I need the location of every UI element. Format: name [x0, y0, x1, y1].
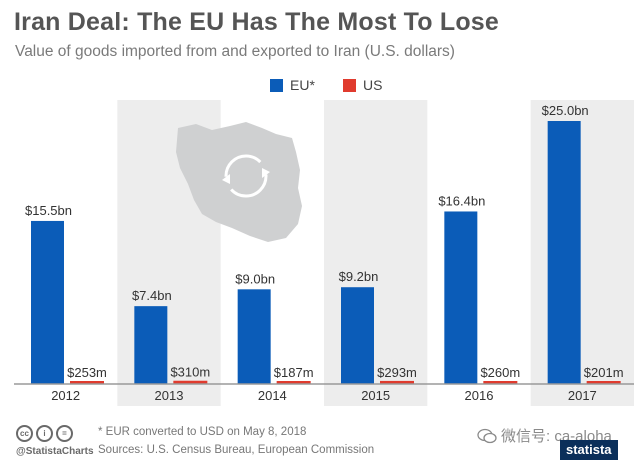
bar-eu-2017: [547, 121, 581, 384]
no-derivatives-icon: =: [56, 425, 73, 442]
data-label-us-2013: $310m: [170, 365, 210, 380]
x-tick-2014: 2014: [258, 388, 287, 403]
x-tick-2015: 2015: [361, 388, 390, 403]
bar-us-2016: [483, 381, 518, 384]
statista-logo[interactable]: statista: [560, 440, 618, 460]
bar-eu-2016: [444, 211, 478, 384]
data-label-eu-2017: $25.0bn: [542, 103, 589, 118]
creative-commons-icon: cc: [16, 425, 33, 442]
legend-label-eu: EU*: [290, 77, 315, 93]
legend-swatch-us: [343, 78, 356, 92]
data-label-eu-2014: $9.0bn: [235, 271, 275, 286]
chart-title: Iran Deal: The EU Has The Most To Lose: [14, 8, 499, 36]
data-label-us-2014: $187m: [274, 365, 314, 380]
license-icons: cc i =: [16, 425, 73, 442]
column-shade-2015: [324, 100, 428, 406]
x-tick-2013: 2013: [155, 388, 184, 403]
column-shade-2017: [530, 100, 634, 406]
legend-swatch-eu: [270, 78, 283, 92]
data-label-us-2017: $201m: [584, 365, 624, 380]
x-tick-2012: 2012: [51, 388, 80, 403]
bar-us-2015: [380, 380, 414, 384]
bar-us-2014: [276, 381, 311, 384]
data-label-eu-2012: $15.5bn: [25, 203, 72, 218]
chart-subtitle: Value of goods imported from and exporte…: [15, 43, 455, 60]
footer-note: * EUR converted to USD on May 8, 2018: [98, 426, 307, 438]
wechat-icon: [477, 428, 497, 443]
data-labels: $15.5bn $253m $7.4bn $310m $9.0bn $187m $9.2bn…: [25, 103, 624, 380]
data-label-us-2016: $260m: [480, 365, 520, 380]
data-label-eu-2013: $7.4bn: [132, 288, 172, 303]
attribution-icon: i: [36, 425, 53, 442]
legend-label-us: US: [363, 77, 383, 93]
bar-us-2017: [586, 381, 621, 384]
bar-eu-2015: [341, 287, 374, 384]
bar-us-2013: [173, 380, 208, 384]
bars: [31, 121, 621, 384]
bar-eu-2014: [237, 289, 271, 384]
data-label-eu-2015: $9.2bn: [339, 269, 379, 284]
data-label-us-2012: $253m: [67, 365, 107, 380]
data-label-eu-2016: $16.4bn: [438, 193, 485, 208]
x-tick-labels: 2012 2013 2014 2015 2016 2017: [51, 388, 597, 403]
legend-item-eu: EU*: [270, 75, 315, 95]
footer-source: Sources: U.S. Census Bureau, European Co…: [98, 444, 375, 456]
data-label-us-2015: $293m: [377, 365, 417, 380]
footer-handle: @StatistaCharts: [16, 446, 94, 457]
bar-eu-2013: [134, 306, 168, 384]
legend-item-us: US: [343, 75, 382, 95]
bar-eu-2012: [31, 220, 64, 384]
x-tick-2016: 2016: [465, 388, 494, 403]
bar-us-2012: [70, 381, 104, 384]
legend: EU* US: [0, 75, 642, 95]
iran-map-icon: [176, 122, 302, 242]
x-tick-2017: 2017: [568, 388, 597, 403]
